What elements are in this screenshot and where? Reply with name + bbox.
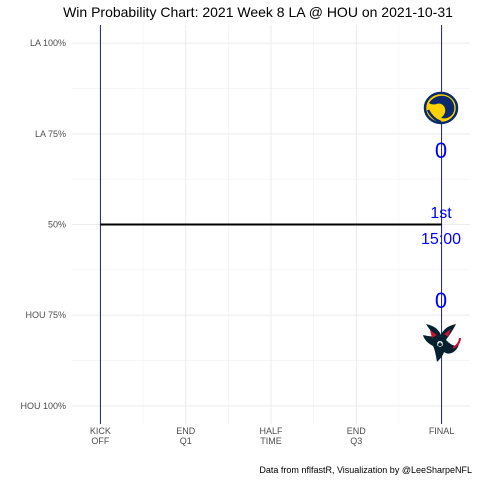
- texans-logo-icon: [423, 324, 461, 362]
- y-axis-tick-labels: LA 100% LA 75% 50% HOU 75% HOU 100%: [20, 38, 66, 411]
- y-tick-label: LA 75%: [35, 129, 66, 139]
- y-tick-label: LA 100%: [30, 38, 66, 48]
- chart-caption: Data from nflfastR, Visualization by @Le…: [259, 465, 472, 475]
- rams-logo-icon: [423, 91, 459, 125]
- x-tick-label: KICK OFF: [90, 426, 111, 446]
- x-tick-label: END Q1: [176, 426, 196, 446]
- home-team-score: 0: [435, 288, 447, 313]
- x-tick-label: HALF TIME: [259, 426, 283, 446]
- y-tick-label: HOU 75%: [25, 310, 66, 320]
- x-axis-tick-labels: KICK OFF END Q1 HALF TIME END Q3 FINAL: [90, 426, 454, 446]
- chart-title: Win Probability Chart: 2021 Week 8 LA @ …: [63, 4, 453, 20]
- x-tick-label: END Q3: [347, 426, 367, 446]
- y-tick-label: HOU 100%: [20, 401, 66, 411]
- game-quarter: 1st: [430, 205, 452, 222]
- away-team-score: 0: [435, 138, 447, 163]
- game-clock: 15:00: [421, 231, 461, 248]
- x-tick-label: FINAL: [429, 426, 455, 436]
- y-tick-label: 50%: [48, 220, 66, 230]
